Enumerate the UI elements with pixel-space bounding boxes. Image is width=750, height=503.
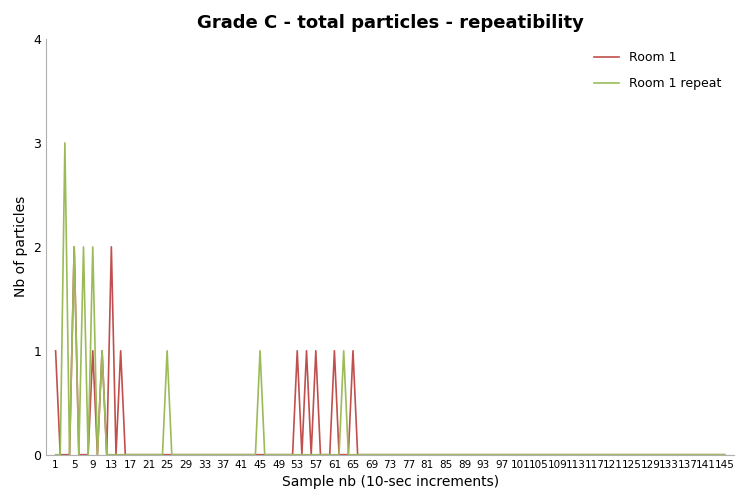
Legend: Room 1, Room 1 repeat: Room 1, Room 1 repeat	[588, 45, 728, 96]
Room 1	[70, 244, 79, 250]
Room 1	[586, 452, 595, 458]
Room 1 repeat	[442, 452, 451, 458]
Room 1 repeat	[580, 452, 590, 458]
Room 1	[446, 452, 455, 458]
Room 1 repeat	[56, 452, 64, 458]
Room 1	[61, 452, 70, 458]
Room 1	[51, 348, 60, 354]
Room 1	[567, 452, 576, 458]
Room 1	[56, 452, 64, 458]
Line: Room 1: Room 1	[56, 247, 724, 455]
Room 1 repeat	[679, 452, 688, 458]
Room 1	[720, 452, 729, 458]
X-axis label: Sample nb (10-sec increments): Sample nb (10-sec increments)	[281, 475, 499, 489]
Room 1 repeat	[562, 452, 572, 458]
Room 1 repeat	[88, 244, 98, 250]
Title: Grade C - total particles - repeatibility: Grade C - total particles - repeatibilit…	[196, 14, 584, 32]
Room 1	[683, 452, 692, 458]
Room 1 repeat	[720, 452, 729, 458]
Room 1 repeat	[61, 140, 70, 146]
Y-axis label: Nb of particles: Nb of particles	[14, 196, 28, 297]
Line: Room 1 repeat: Room 1 repeat	[56, 143, 724, 455]
Room 1 repeat	[51, 452, 60, 458]
Room 1	[93, 452, 102, 458]
